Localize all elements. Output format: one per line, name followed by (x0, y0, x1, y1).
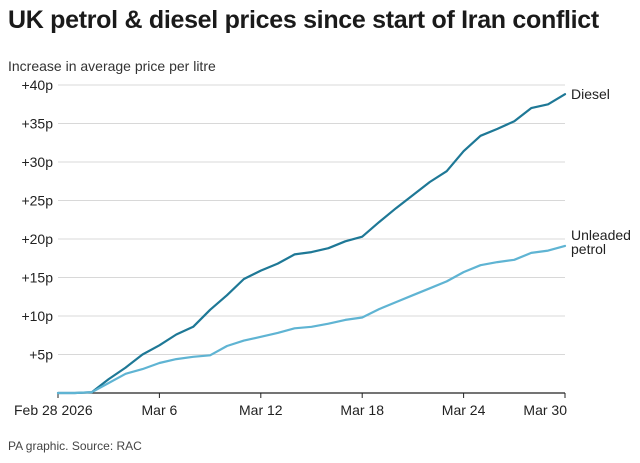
x-tick-label: Mar 18 (340, 402, 384, 418)
source-note: PA graphic. Source: RAC (8, 439, 142, 453)
y-tick-label: +25p (21, 193, 53, 209)
y-tick-label: +15p (21, 270, 53, 286)
chart-title: UK petrol & diesel prices since start of… (8, 6, 599, 34)
y-tick-label: +40p (21, 77, 53, 93)
x-tick-label: Mar 24 (442, 402, 486, 418)
series-line-petrol (56, 244, 567, 395)
y-tick-label: +20p (21, 231, 53, 247)
x-tick-label: Mar 30 (523, 402, 567, 418)
series-label-petrol: petrol (571, 241, 606, 257)
series-label-diesel: Diesel (571, 86, 610, 102)
y-tick-label: +10p (21, 308, 53, 324)
series-label-petrol: Unleaded (571, 227, 631, 243)
x-tick-label: Mar 6 (142, 402, 178, 418)
y-axis-label: Increase in average price per litre (8, 58, 216, 74)
y-tick-label: +30p (21, 154, 53, 170)
y-tick-label: +35p (21, 116, 53, 132)
x-tick-label: Mar 12 (239, 402, 283, 418)
x-tick-label: Feb 28 2026 (14, 402, 93, 418)
series-line-diesel (56, 93, 567, 395)
y-tick-label: +5p (29, 347, 53, 363)
